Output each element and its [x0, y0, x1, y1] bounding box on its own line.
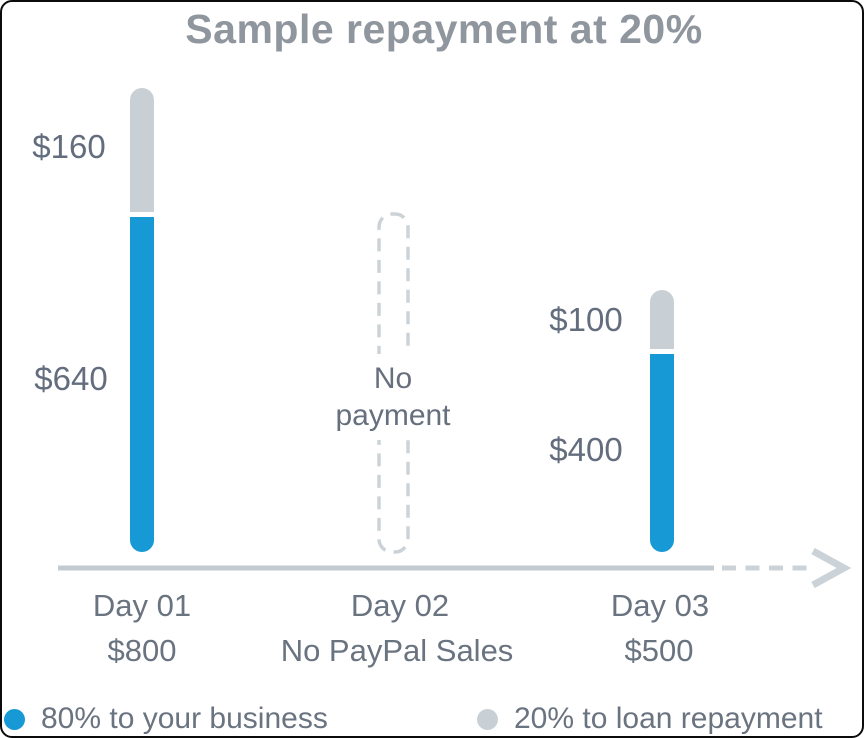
- day1-loan-value-label: $160: [32, 128, 106, 165]
- day1-loan-bar-segment: [130, 88, 154, 212]
- legend-item-loan: 20% to loan repayment: [477, 698, 823, 736]
- day3-label: Day 03: [610, 588, 710, 623]
- legend-loan-label: 20% to loan repayment: [514, 702, 823, 735]
- legend-blue-dot-icon: [4, 708, 25, 730]
- day3-business-value-label: $400: [549, 431, 623, 468]
- day2-label: Day 02: [350, 588, 450, 623]
- chart-title: Sample repayment at 20%: [185, 6, 703, 52]
- day3-loan-bar-segment: [650, 290, 674, 349]
- day1-sales-sublabel: $800: [107, 633, 177, 668]
- day1-business-value-label: $640: [34, 360, 108, 397]
- legend-business-label: 80% to your business: [41, 702, 328, 735]
- day1-label: Day 01: [92, 588, 192, 623]
- legend-item-business: 80% to your business: [4, 698, 328, 736]
- day2-sales-sublabel: No PayPal Sales: [280, 633, 514, 668]
- day2-no-payment-annotation: No payment: [315, 354, 471, 440]
- day3-loan-value-label: $100: [549, 301, 623, 338]
- x-axis: [58, 548, 852, 589]
- day3-business-bar-segment: [650, 354, 674, 552]
- arrow-right-icon: [811, 548, 852, 589]
- day3-sales-sublabel: $500: [624, 633, 694, 668]
- legend-gray-dot-icon: [477, 708, 498, 730]
- day1-business-bar-segment: [130, 217, 154, 552]
